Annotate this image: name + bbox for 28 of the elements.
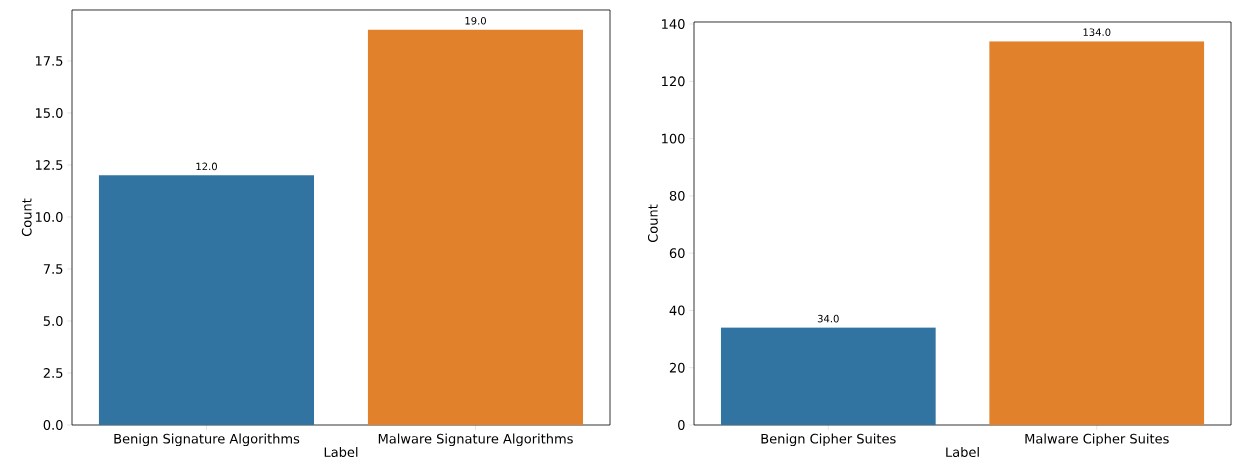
y-tick-label: 40 xyxy=(669,305,685,316)
data-label: 134.0 xyxy=(1083,28,1111,36)
x-axis-title: Label xyxy=(946,446,979,458)
y-tick-label: 20 xyxy=(669,362,685,373)
y-tick-label: 0.0 xyxy=(43,420,63,430)
x-tick-label: Benign Signature Algorithms xyxy=(114,433,300,447)
y-tick-label: 0 xyxy=(678,420,685,430)
y-axis-title: Count xyxy=(21,198,32,237)
data-label: 34.0 xyxy=(817,314,839,323)
y-axis-title: Count xyxy=(647,204,658,243)
y-tick-label: 5.0 xyxy=(43,316,63,326)
y-tick-label: 10.0 xyxy=(35,212,63,222)
x-tick-label: Malware Cipher Suites xyxy=(1025,433,1169,447)
x-axis-title: Label xyxy=(324,446,358,458)
y-tick-label: 17.5 xyxy=(35,56,63,66)
y-tick-label: 80 xyxy=(669,190,685,201)
data-label: 12.0 xyxy=(196,162,217,171)
data-label: 19.0 xyxy=(465,16,486,25)
y-tick-label: 15.0 xyxy=(35,108,63,118)
y-tick-label: 7.5 xyxy=(43,264,63,274)
y-tick-label: 12.5 xyxy=(35,160,63,170)
x-tick-label: Benign Cipher Suites xyxy=(761,433,896,447)
y-tick-label: 100 xyxy=(662,133,685,144)
x-tick-label: Malware Signature Algorithms xyxy=(378,433,573,447)
y-tick-label: 2.5 xyxy=(43,368,63,378)
y-tick-label: 120 xyxy=(662,76,685,87)
y-tick-label: 140 xyxy=(662,19,685,29)
y-tick-label: 60 xyxy=(669,248,685,259)
